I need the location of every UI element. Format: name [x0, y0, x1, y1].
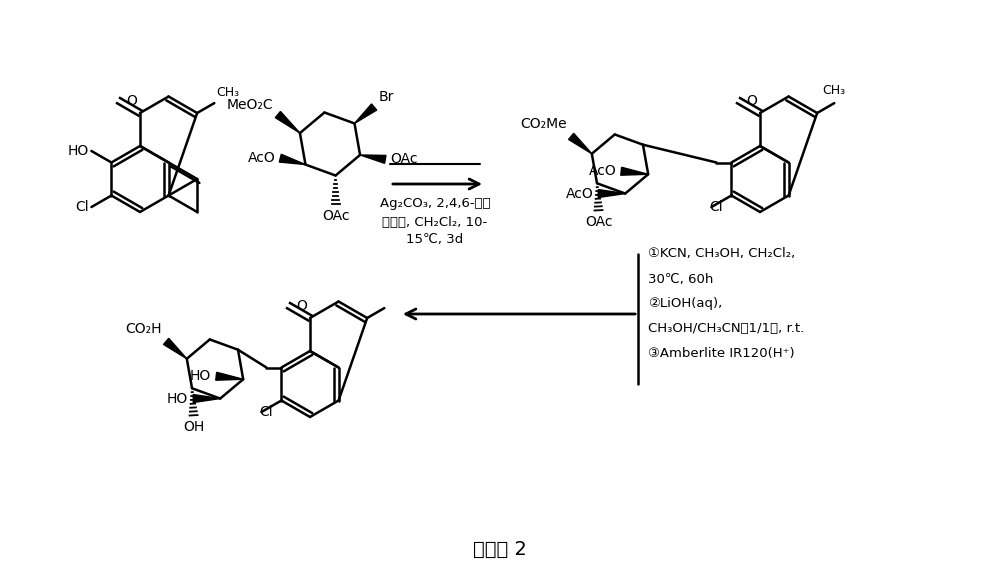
- Polygon shape: [216, 372, 243, 380]
- Text: ①KCN, CH₃OH, CH₂Cl₂,: ①KCN, CH₃OH, CH₂Cl₂,: [648, 247, 795, 261]
- Text: HO: HO: [190, 369, 211, 383]
- Text: Br: Br: [379, 90, 394, 104]
- Polygon shape: [360, 155, 386, 163]
- Text: Cl: Cl: [75, 200, 88, 214]
- Text: Cl: Cl: [709, 200, 723, 214]
- Text: CO₂H: CO₂H: [126, 323, 162, 336]
- Text: 反应式 2: 反应式 2: [473, 540, 527, 559]
- Text: O: O: [297, 299, 307, 313]
- Text: CH₃OH/CH₃CN（1/1）, r.t.: CH₃OH/CH₃CN（1/1）, r.t.: [648, 323, 804, 335]
- Text: Ag₂CO₃, 2,4,6-三甲: Ag₂CO₃, 2,4,6-三甲: [380, 197, 490, 211]
- Text: HO: HO: [167, 391, 188, 405]
- Polygon shape: [275, 112, 300, 133]
- Text: AcO: AcO: [248, 151, 275, 165]
- Text: ③Amberlite IR120(H⁺): ③Amberlite IR120(H⁺): [648, 347, 795, 361]
- Text: Cl: Cl: [259, 405, 273, 419]
- Text: ②LiOH(aq),: ②LiOH(aq),: [648, 298, 722, 310]
- Text: 基吖啾, CH₂Cl₂, 10-: 基吖啾, CH₂Cl₂, 10-: [382, 215, 488, 229]
- Polygon shape: [279, 154, 305, 164]
- Text: HO: HO: [67, 144, 88, 158]
- Text: OAc: OAc: [585, 215, 612, 229]
- Polygon shape: [193, 394, 220, 402]
- Polygon shape: [598, 189, 625, 197]
- Text: O: O: [747, 94, 757, 108]
- Text: OH: OH: [183, 420, 204, 434]
- Text: AcO: AcO: [565, 186, 593, 200]
- Text: MeO₂C: MeO₂C: [226, 97, 273, 112]
- Polygon shape: [569, 133, 592, 154]
- Text: CO₂Me: CO₂Me: [521, 118, 567, 131]
- Text: CH₃: CH₃: [216, 86, 239, 99]
- Text: OAc: OAc: [322, 210, 349, 223]
- Polygon shape: [621, 167, 648, 175]
- Text: 15℃, 3d: 15℃, 3d: [406, 233, 464, 247]
- Text: O: O: [127, 94, 137, 108]
- Polygon shape: [164, 338, 187, 359]
- Polygon shape: [355, 104, 377, 123]
- Text: CH₃: CH₃: [823, 84, 846, 97]
- Text: OAc: OAc: [390, 152, 418, 166]
- Text: 30℃, 60h: 30℃, 60h: [648, 273, 713, 285]
- Text: AcO: AcO: [588, 164, 616, 178]
